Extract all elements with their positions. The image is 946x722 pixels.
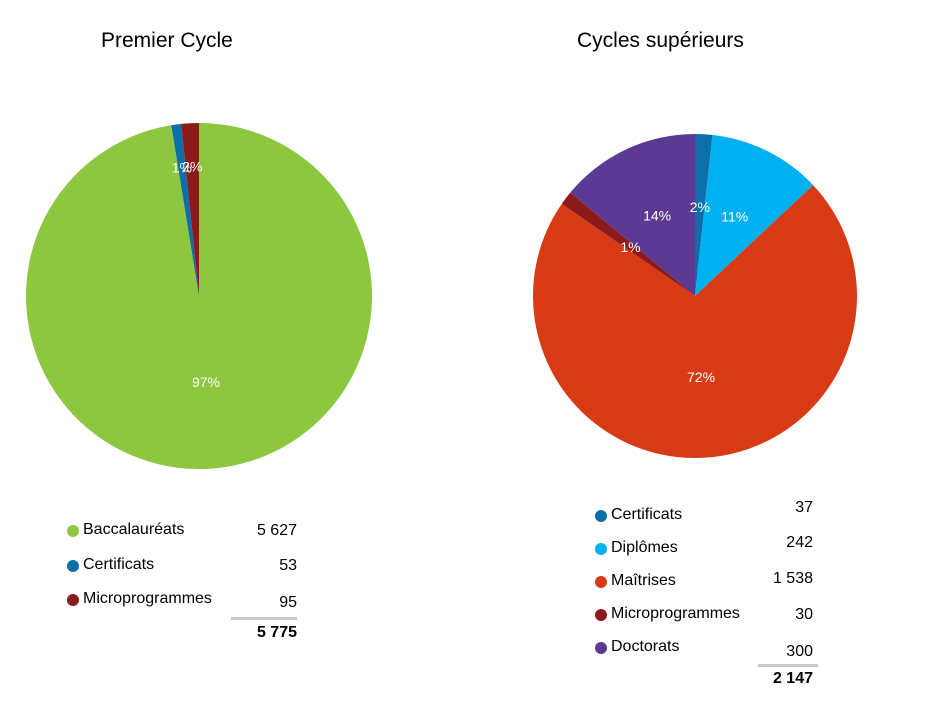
pie-slice-microprogrammes	[181, 123, 199, 296]
pie-slice-label: 14%	[643, 207, 671, 223]
pie-slice-doctorats	[570, 134, 695, 296]
legend-label: Microprogrammes	[611, 605, 740, 622]
legend-value: 300	[786, 643, 813, 660]
legend-value: 37	[795, 499, 813, 516]
pie-slice-label: 97%	[192, 374, 220, 390]
legend-marker	[595, 543, 607, 555]
legend-label: Microprogrammes	[83, 590, 212, 607]
pie-slice-microprogrammes	[561, 192, 695, 296]
legend-label: Baccalauréats	[83, 521, 185, 538]
legend-item-doctorats: Doctorats 300	[595, 638, 818, 660]
total-divider	[231, 617, 297, 620]
pie-slice-certificats	[695, 134, 713, 296]
legend-value: 5 627	[256, 522, 297, 539]
pie-slice-label: 72%	[687, 369, 715, 385]
legend-label: Doctorats	[611, 638, 680, 655]
pie-slice-label: 1%	[172, 159, 192, 175]
legend-item-diplomes: Diplômes 242	[595, 534, 818, 559]
pie-slice-certificats	[171, 123, 199, 296]
legend-cycles-superieurs: Certificats 37 Diplômes 242 Maîtrises 1 …	[595, 498, 818, 693]
chart-title-premier-cycle: Premier Cycle	[101, 29, 233, 52]
chart-title-cycles-superieurs: Cycles supérieurs	[577, 29, 744, 52]
pie-slice-label: 2%	[690, 199, 710, 215]
legend-item-microprogrammes: Microprogrammes 30	[595, 605, 818, 625]
legend-value: 30	[795, 606, 813, 623]
legend-label: Certificats	[611, 506, 683, 523]
pie-slice-diplomes	[695, 134, 814, 296]
pie-slice-label: 2%	[182, 158, 202, 174]
total-value: 5 775	[256, 624, 297, 641]
pie-slice-maitrises	[533, 185, 858, 458]
legend-value: 1 538	[772, 570, 813, 587]
pie-slice-label: 11%	[721, 208, 748, 224]
total-divider	[758, 664, 818, 667]
legend-item-maitrises: Maîtrises 1 538	[595, 570, 818, 592]
legend-item-certificats: Certificats 37	[595, 499, 818, 526]
legend-marker	[595, 609, 607, 621]
legend-label: Certificats	[83, 556, 155, 573]
legend-value: 242	[786, 534, 813, 551]
legend-label: Maîtrises	[611, 572, 676, 589]
pie-slice-label: 1%	[620, 239, 640, 255]
legend-marker	[595, 510, 607, 522]
legend-premier-cycle: Baccalauréats 5 627 Certificats 53 Micro…	[67, 521, 297, 651]
legend-item-microprogrammes: Microprogrammes 95	[67, 590, 297, 611]
legend-value: 53	[279, 557, 297, 574]
legend-marker	[67, 594, 79, 606]
legend-label: Diplômes	[611, 539, 678, 556]
legend-marker	[67, 560, 79, 572]
legend-marker	[595, 642, 607, 654]
legend-marker	[67, 525, 79, 537]
legend-item-baccalaureats: Baccalauréats 5 627	[67, 521, 297, 541]
legend-marker	[595, 576, 607, 588]
pie-slice-baccalaureats	[26, 123, 373, 469]
total-value: 2 147	[772, 670, 813, 687]
legend-value: 95	[279, 594, 297, 611]
legend-item-certificats: Certificats 53	[67, 556, 297, 576]
